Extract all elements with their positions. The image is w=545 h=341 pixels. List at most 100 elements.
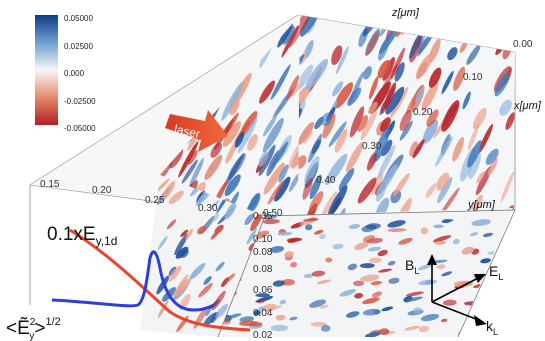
field-stripe <box>377 144 396 179</box>
field-stripe <box>281 279 296 286</box>
field-stripe <box>381 306 394 312</box>
field-stripe <box>179 50 195 74</box>
field-stripe <box>328 121 347 148</box>
field-stripe <box>303 273 314 278</box>
field-stripe <box>441 70 454 95</box>
field-stripe <box>332 243 344 250</box>
field-stripe <box>364 332 381 337</box>
field-stripe <box>462 91 471 110</box>
field-stripe <box>421 81 439 111</box>
laser-label: laser <box>173 122 201 141</box>
field-stripe <box>428 15 440 35</box>
field-stripe <box>435 136 454 167</box>
field-stripe <box>314 229 324 235</box>
field-stripe <box>387 220 406 228</box>
field-stripe <box>339 289 356 297</box>
field-stripe <box>161 54 174 75</box>
field-stripe <box>457 15 471 34</box>
field-stripe <box>425 183 437 198</box>
field-stripe <box>441 271 453 277</box>
field-stripe <box>437 176 453 204</box>
field-stripe <box>160 17 182 58</box>
field-stripe <box>500 170 515 203</box>
field-stripe <box>296 85 311 104</box>
field-stripe <box>363 66 372 80</box>
field-stripe <box>394 62 405 82</box>
field-stripe <box>481 283 498 292</box>
field-stripe <box>287 142 300 170</box>
field-stripe <box>168 190 184 205</box>
field-stripe <box>189 263 206 280</box>
field-stripe <box>447 47 458 61</box>
field-stripe <box>255 293 270 298</box>
field-stripe <box>224 174 241 197</box>
field-stripe <box>161 181 176 201</box>
colorbar-tick: 0.02500 <box>64 42 93 51</box>
field-stripe <box>440 318 448 323</box>
field-stripe <box>390 189 402 204</box>
field-stripe <box>246 227 257 245</box>
field-stripe <box>286 237 303 243</box>
field-stripe <box>387 260 396 266</box>
field-stripe <box>345 142 364 173</box>
field-stripe <box>453 66 466 91</box>
field-vectors <box>427 254 487 326</box>
field-stripe <box>377 249 388 257</box>
field-stripe <box>215 261 225 272</box>
field-stripe <box>480 258 491 264</box>
field-stripe <box>334 82 354 109</box>
colorbar-tick: 0.000 <box>64 69 85 78</box>
field-stripe <box>365 223 381 230</box>
field-stripe <box>269 245 285 253</box>
field-stripe <box>263 115 277 137</box>
k-vector-label: kL <box>486 318 498 337</box>
field-stripe <box>171 35 183 52</box>
field-stripe <box>378 328 390 335</box>
field-stripe <box>366 152 377 171</box>
field-stripe <box>309 299 327 308</box>
field-stripe <box>380 117 391 132</box>
colorbar-tick: 0.05000 <box>64 14 93 23</box>
field-stripe <box>265 305 282 312</box>
colorbar-tick: -0.05000 <box>64 124 96 133</box>
field-stripe <box>441 100 460 132</box>
field-stripe <box>452 137 465 162</box>
field-floor-panel <box>218 208 513 337</box>
field-stripe <box>371 172 384 195</box>
field-stripe <box>257 299 266 304</box>
field-stripe <box>347 263 358 271</box>
field-stripe <box>185 228 193 240</box>
field-stripe <box>244 213 255 225</box>
field-stripe <box>288 172 300 192</box>
field-stripe <box>356 114 369 132</box>
field-stripe <box>347 87 362 106</box>
field-stripe <box>250 211 263 232</box>
field-stripe <box>299 221 313 226</box>
field-stripe <box>282 25 295 45</box>
field-stripe <box>178 59 191 77</box>
field-stripe <box>300 15 322 37</box>
field-stripe <box>278 164 289 183</box>
field-stripe <box>275 314 286 321</box>
ey-label: 0.1xEy,1d <box>47 224 117 248</box>
z-tick: 0.02 <box>253 330 273 341</box>
colorbar <box>35 15 58 125</box>
field-stripe <box>494 72 511 97</box>
x-tick: 0.30 <box>362 141 382 152</box>
b-vector-label: BL <box>405 257 419 276</box>
field-stripe <box>321 324 331 332</box>
field-stripe <box>368 257 382 264</box>
field-stripe <box>197 225 207 235</box>
field-stripe <box>290 81 300 97</box>
field-stripe <box>487 158 498 176</box>
field-stripe <box>426 15 440 31</box>
field-stripe <box>262 219 280 225</box>
field-stripe <box>399 110 412 131</box>
field-stripe <box>461 246 475 255</box>
field-stripe <box>166 219 177 230</box>
field-stripe <box>316 279 331 285</box>
field-stripe <box>393 172 410 197</box>
field-stripe <box>457 15 472 34</box>
y-tick: 0.30 <box>198 203 218 214</box>
field-stripe <box>377 59 391 79</box>
